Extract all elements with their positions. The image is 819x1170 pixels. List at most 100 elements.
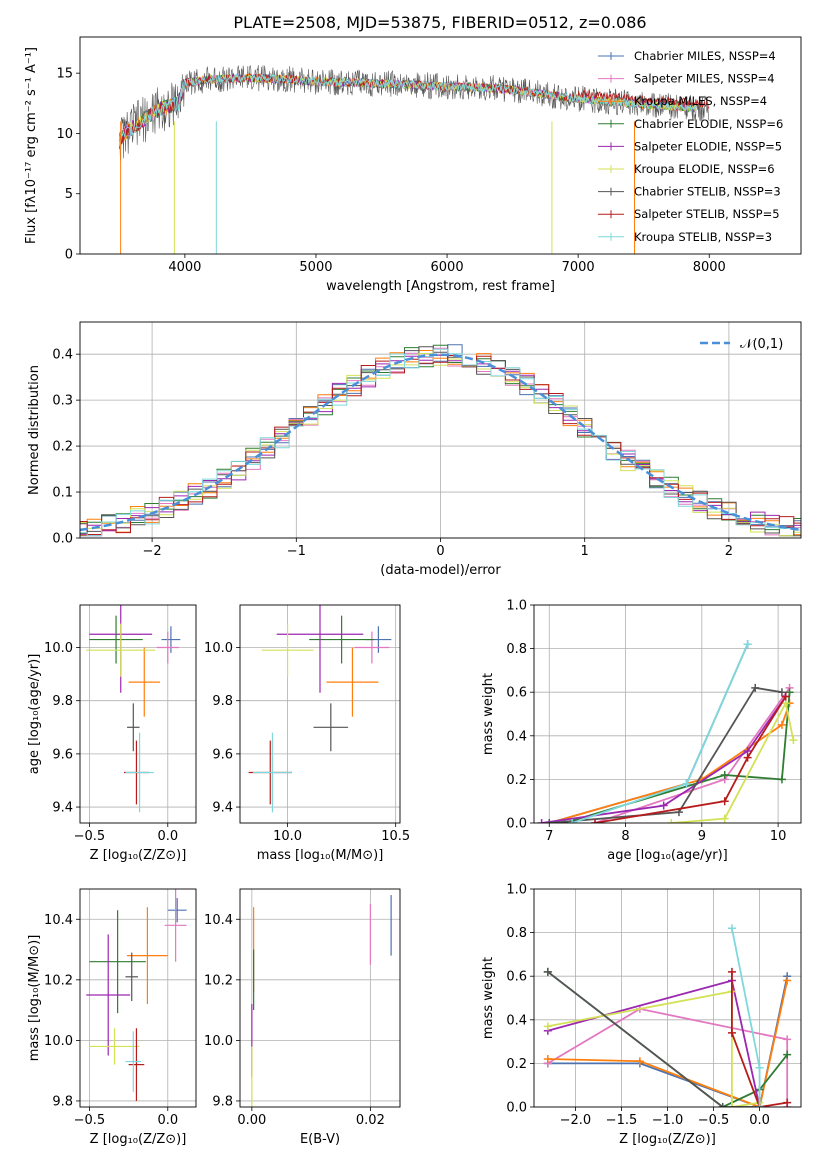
- panel-8: −2.0 −1.5 −1.0 −0.5 0.0 0.0 0.2 0.4 0.6 0.8 1.0 Z […: [481, 883, 802, 1147]
- weight-marker: [545, 819, 554, 823]
- y-tick-label: 10.0: [44, 1034, 73, 1049]
- x-tick-label: −0.5: [74, 1113, 106, 1128]
- x-tick-label: −0.5: [698, 1113, 730, 1128]
- x-tick-label: 6000: [431, 260, 464, 275]
- x-tick-label: 10: [770, 829, 787, 844]
- x-tick-label: −2: [143, 544, 162, 559]
- x-axis-label: Z [log₁₀(Z/Z⊙)]: [90, 1132, 187, 1147]
- x-axis-label: Z [log₁₀(Z/Z⊙)]: [619, 1132, 716, 1147]
- y-tick-label: 0.4: [52, 348, 73, 363]
- y-tick-label: 10.0: [204, 641, 233, 656]
- panel-4: 10.0 10.5 9.4 9.6 9.8 10.0 mass [log₁₀(M/M⊙)]: [204, 604, 410, 863]
- y-tick-label: 10.2: [44, 973, 73, 988]
- weight-marker: [777, 720, 786, 729]
- y-tick-label: 0.8: [506, 642, 527, 657]
- weight-series: [547, 980, 789, 1107]
- y-tick-label: 9.4: [52, 801, 73, 816]
- x-tick-label: −1.5: [606, 1113, 638, 1128]
- weight-marker: [789, 736, 798, 745]
- weight-marker: [591, 819, 600, 823]
- legend-label: Chabrier ELODIE, NSSP=6: [634, 117, 783, 131]
- weight-series: [571, 643, 749, 823]
- weight-series: [549, 686, 783, 823]
- y-axis-label: age [log₁₀(age/yr)]: [27, 654, 42, 775]
- axes-frame: [79, 888, 197, 1108]
- legend-label: Salpeter ELODIE, NSSP=5: [634, 139, 782, 153]
- y-tick-label: 0.0: [52, 532, 73, 547]
- weight-marker: [777, 775, 786, 784]
- weight-series: [594, 687, 791, 823]
- y-axis-label: Flux [fλ10⁻¹⁷ erg cm⁻² s⁻¹ A⁻¹]: [24, 47, 39, 244]
- weight-series: [671, 700, 795, 823]
- normal-curve: [80, 353, 801, 532]
- y-tick-label: 0.2: [52, 440, 73, 455]
- y-axis-label: mass weight: [481, 957, 496, 1039]
- weight-marker: [751, 683, 760, 692]
- panel-2: −2 −1 0 1 2 0.0 0.1 0.2 0.3 0.4 (data-model)/error…: [27, 321, 802, 578]
- x-tick-label: 1: [581, 544, 589, 559]
- weight-marker: [659, 801, 668, 810]
- weight-marker: [635, 1057, 644, 1066]
- x-tick-label: −0.5: [74, 829, 106, 844]
- y-tick-label: 10: [56, 127, 73, 142]
- histogram-series: [80, 355, 801, 535]
- weight-marker: [781, 692, 790, 701]
- y-tick-label: 0.1: [52, 486, 73, 501]
- x-tick-label: 0.0: [749, 1113, 770, 1128]
- plot-area: [80, 889, 196, 1107]
- x-tick-label: 0.0: [157, 1113, 178, 1128]
- weight-series: [731, 971, 788, 1107]
- x-tick-label: 7: [545, 829, 553, 844]
- weight-marker: [720, 814, 729, 823]
- weight-series: [564, 692, 791, 823]
- weight-marker: [783, 976, 792, 985]
- weight-marker: [783, 1035, 792, 1044]
- plot-area: [240, 889, 400, 1107]
- weight-marker: [755, 1063, 764, 1072]
- x-tick-label: −1.0: [652, 1113, 684, 1128]
- legend-label: Salpeter STELIB, NSSP=5: [634, 207, 780, 221]
- axes-frame: [239, 604, 401, 824]
- weight-marker: [727, 924, 736, 933]
- x-tick-label: 2: [725, 544, 733, 559]
- axes-frame: [533, 888, 802, 1108]
- plot-area: [118, 65, 710, 254]
- y-tick-label: 0.6: [506, 970, 527, 985]
- x-tick-label: 8000: [693, 260, 726, 275]
- histogram-series: [80, 344, 801, 537]
- weight-marker: [727, 967, 736, 976]
- y-tick-label: 0.8: [506, 926, 527, 941]
- x-tick-label: 8: [621, 829, 629, 844]
- legend-label: Kroupa MILES, NSSP=4: [634, 94, 767, 108]
- weight-series: [541, 696, 787, 823]
- y-axis-label: Normed distribution: [27, 365, 42, 495]
- y-tick-label: 15: [56, 67, 73, 82]
- weight-series: [547, 990, 760, 1107]
- x-tick-label: −2.0: [560, 1113, 592, 1128]
- weight-marker: [718, 1103, 727, 1107]
- panel-6: −0.5 0.0 9.8 10.0 10.2 10.4 Z [log₁₀(Z/Z⊙)] mas…: [27, 888, 197, 1147]
- weight-marker: [543, 1022, 552, 1031]
- histogram-series: [80, 350, 801, 536]
- weight-marker: [783, 1050, 792, 1059]
- axes-frame: [79, 604, 197, 824]
- x-tick-label: 4000: [168, 260, 201, 275]
- weight-marker: [743, 753, 752, 762]
- histogram-series: [80, 354, 801, 535]
- y-tick-label: 0.3: [52, 394, 73, 409]
- legend-label: Chabrier MILES, NSSP=4: [634, 49, 776, 63]
- legend-label: Salpeter MILES, NSSP=4: [634, 72, 775, 86]
- histogram-series: [80, 347, 801, 537]
- weight-marker: [785, 688, 794, 697]
- weight-marker: [727, 1028, 736, 1037]
- weight-marker: [568, 819, 577, 823]
- x-tick-label: −1: [287, 544, 306, 559]
- y-tick-label: 9.8: [52, 694, 73, 709]
- legend-label: Chabrier STELIB, NSSP=3: [634, 185, 781, 199]
- y-tick-label: 0.4: [506, 1013, 527, 1028]
- legend-label: 𝒩(0,1): [740, 337, 783, 352]
- x-tick-label: 9: [698, 829, 706, 844]
- y-tick-label: 10.0: [204, 1034, 233, 1049]
- y-tick-label: 1.0: [506, 599, 527, 614]
- y-tick-label: 10.2: [204, 973, 233, 988]
